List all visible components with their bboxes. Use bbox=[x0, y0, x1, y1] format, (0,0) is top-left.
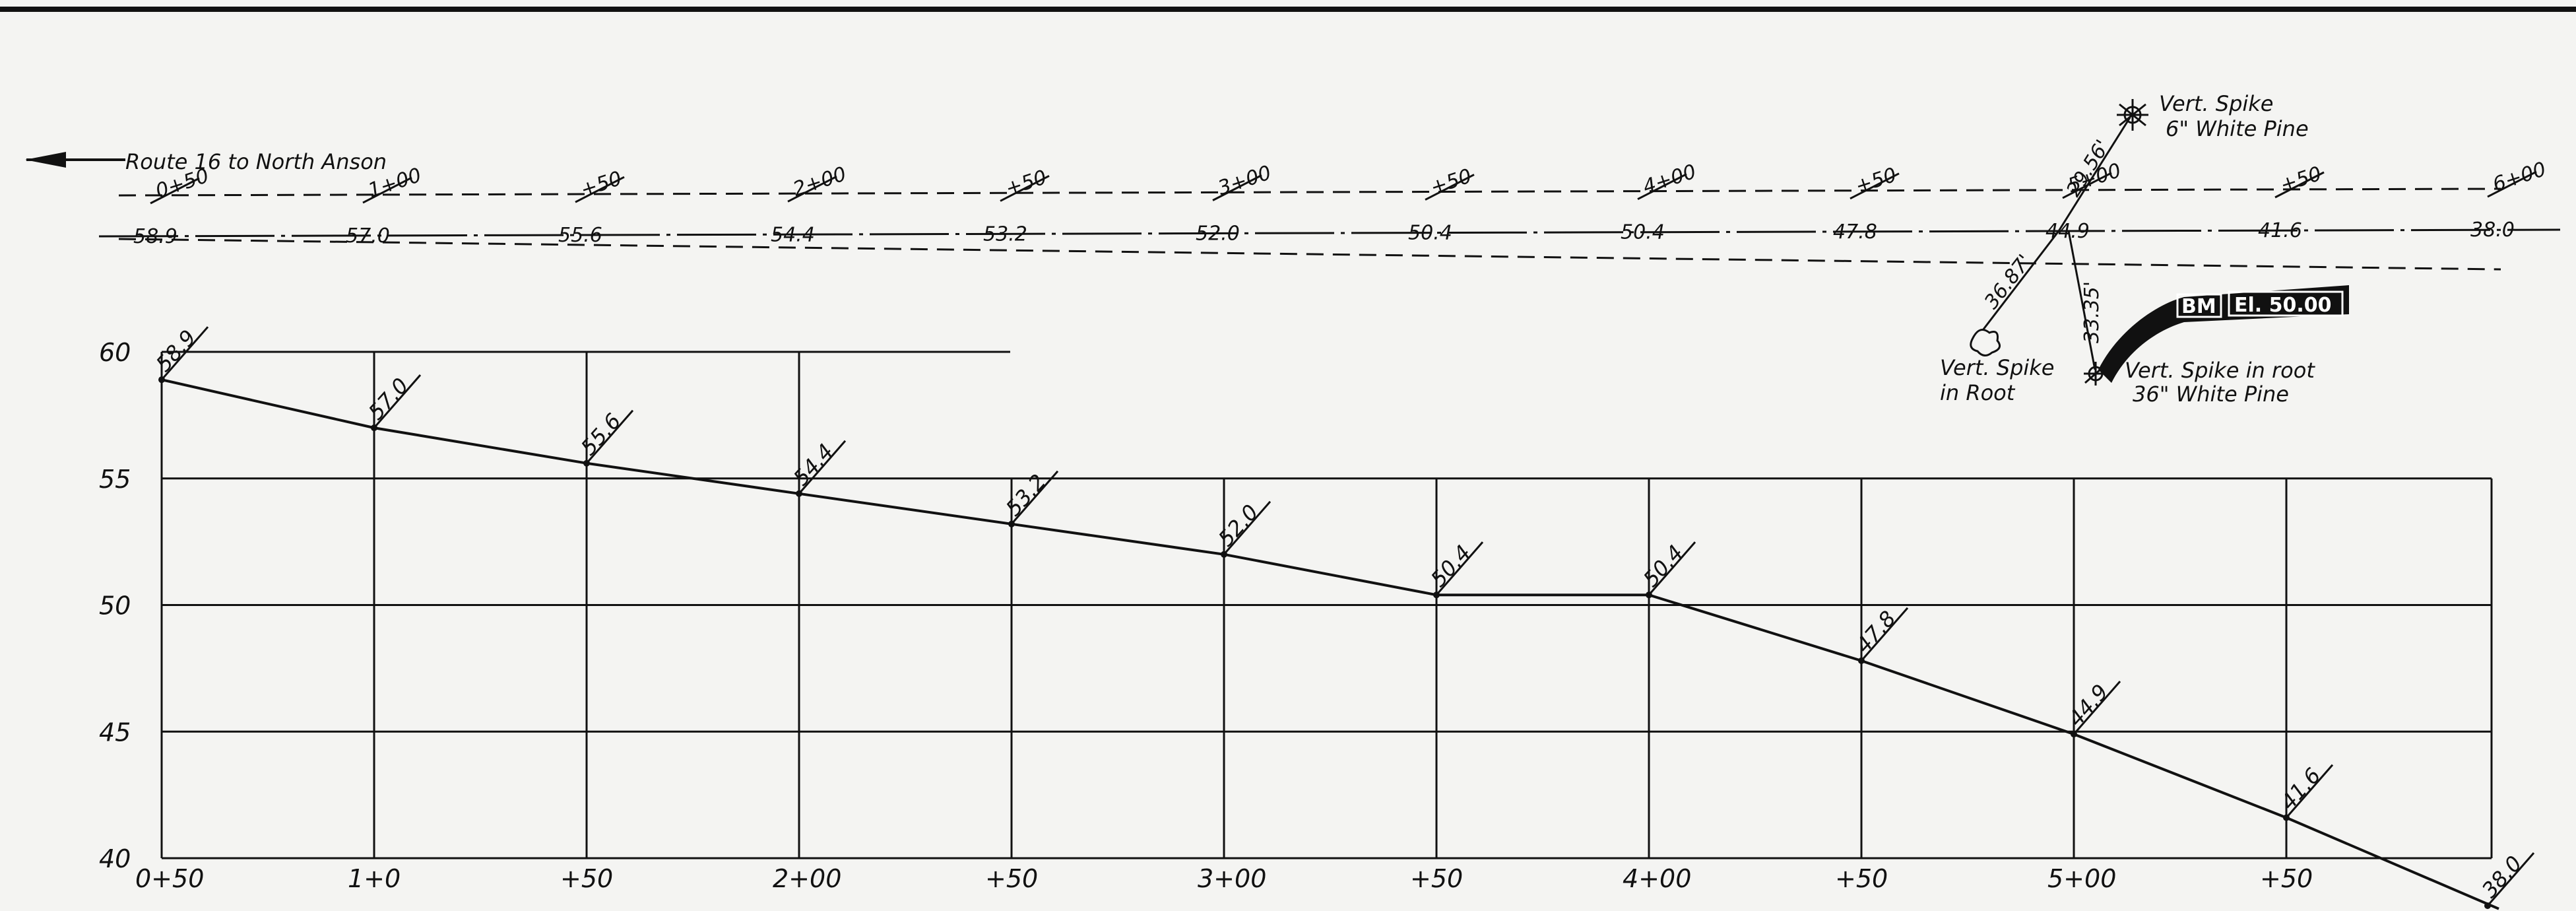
y-tick-label: 55 bbox=[99, 465, 131, 494]
station-tick bbox=[362, 176, 412, 204]
ground-profile-line bbox=[161, 378, 2499, 910]
tie-distance-2: 36.87' bbox=[1980, 250, 2037, 314]
station-tick bbox=[575, 176, 625, 203]
plan-station-label: 2+00 bbox=[790, 162, 849, 201]
tie-line-3 bbox=[2067, 230, 2096, 370]
x-tick-label: +50 bbox=[560, 864, 613, 893]
tie-note-3: 36" White Pine bbox=[2133, 382, 2289, 407]
point-label-leader bbox=[1860, 607, 1909, 661]
station-tick bbox=[2274, 171, 2325, 199]
route-arrow bbox=[25, 152, 125, 168]
road-edges bbox=[118, 187, 2501, 271]
plan-elevation-label: 41.6 bbox=[2258, 219, 2302, 242]
plan-elevation-label: 52.0 bbox=[1196, 222, 1240, 246]
tie-note-1: 6" White Pine bbox=[2166, 116, 2309, 141]
plan-elevation-label: 55.6 bbox=[558, 224, 602, 247]
ties bbox=[1981, 117, 2131, 370]
point-elevation-label: 52.0 bbox=[1213, 500, 1264, 551]
station-tick bbox=[150, 177, 200, 205]
point-label-leader bbox=[798, 440, 847, 494]
plan-station: +50 53.2 bbox=[983, 166, 1050, 246]
plan-elevation-label: 50.4 bbox=[1621, 221, 1665, 244]
station-tick bbox=[1000, 175, 1050, 202]
arrowhead-left-icon bbox=[25, 152, 66, 168]
station-tick bbox=[1850, 172, 1900, 200]
point-label-leader bbox=[160, 326, 209, 381]
y-tick-label: 60 bbox=[99, 338, 131, 367]
station-tick bbox=[1212, 174, 1262, 201]
y-tick-label: 50 bbox=[99, 591, 131, 621]
point-elevation-label: 50.4 bbox=[1426, 540, 1476, 591]
point-elevation-label: 44.9 bbox=[2063, 679, 2113, 731]
x-tick-label: 1+0 bbox=[348, 864, 401, 893]
point-elevation-label: 53.2 bbox=[1001, 469, 1051, 521]
y-tick-label: 40 bbox=[99, 844, 131, 873]
point-elevation-label: 47.8 bbox=[1851, 606, 1901, 658]
x-tick-label: 3+00 bbox=[1198, 864, 1266, 893]
plan-elevation-label: 47.8 bbox=[1833, 220, 1877, 244]
plan-station-label: 4+00 bbox=[1640, 160, 1699, 199]
station-tick bbox=[1425, 174, 1475, 201]
point-label-leader bbox=[2285, 764, 2334, 819]
point-elevation-label: 50.4 bbox=[1638, 540, 1689, 591]
x-tick-label: 5+00 bbox=[2047, 864, 2116, 893]
station-tick bbox=[1637, 173, 1687, 201]
plan-elevation-label: 50.4 bbox=[1408, 222, 1452, 245]
x-tick-label: +50 bbox=[985, 864, 1038, 893]
point-label-leader bbox=[1648, 541, 1696, 596]
point-elevation-label: 55.6 bbox=[576, 409, 626, 460]
benchmark-elevation: El. 50.00 bbox=[2234, 294, 2332, 317]
x-tick-label: 0+50 bbox=[135, 864, 204, 893]
tie-line-1 bbox=[2057, 117, 2131, 232]
plan-station: +50 41.6 bbox=[2258, 162, 2325, 242]
benchmark-tag: BM bbox=[2181, 295, 2216, 318]
point-label-leader bbox=[585, 409, 634, 464]
tie-note-2: in Root bbox=[1940, 380, 2016, 405]
point-label-leader bbox=[1010, 470, 1059, 525]
x-tick-label: +50 bbox=[2260, 864, 2313, 893]
tie-note-2: Vert. Spike bbox=[1940, 355, 2054, 380]
plan-station-label: +50 bbox=[2278, 162, 2325, 197]
point-elevation-label: 57.0 bbox=[364, 373, 414, 424]
x-tick-label: 4+00 bbox=[1623, 864, 1691, 893]
plan-station-label: +50 bbox=[1003, 166, 1050, 201]
plan-station-label: +50 bbox=[1428, 164, 1475, 199]
point-elevation-label: 54.4 bbox=[789, 439, 839, 490]
tree-symbol-icon bbox=[2117, 99, 2148, 131]
point-elevation-label: 41.6 bbox=[2276, 763, 2326, 815]
plan-elevation-label: 38.0 bbox=[2470, 219, 2515, 242]
station-tick bbox=[2487, 170, 2537, 198]
plan-station-label: +50 bbox=[578, 167, 625, 202]
point-label-leader bbox=[2073, 681, 2121, 735]
y-tick-label: 45 bbox=[99, 718, 131, 747]
point-elevation-label: 58.9 bbox=[151, 325, 201, 376]
tie-note-1: Vert. Spike bbox=[2159, 91, 2273, 116]
benchmark-badge: BM El. 50.00 bbox=[2098, 285, 2349, 383]
station-tick bbox=[787, 175, 837, 203]
x-tick-label: +50 bbox=[1835, 864, 1888, 893]
plan-elevation-label: 57.0 bbox=[346, 224, 390, 248]
plan-station-label: 3+00 bbox=[1215, 161, 1274, 200]
tie-distance-3: 33.35' bbox=[2080, 281, 2104, 343]
point-label-leader bbox=[2486, 852, 2535, 906]
point-label-leader bbox=[1223, 500, 1272, 555]
point-label-leader bbox=[373, 374, 422, 429]
plan-station-label: 6+00 bbox=[2490, 158, 2549, 197]
route-note: Route 16 to North Anson bbox=[125, 149, 387, 174]
tie-line-2 bbox=[1981, 230, 2060, 331]
x-tick-label: +50 bbox=[1410, 864, 1463, 893]
plan-elevation-label: 58.9 bbox=[133, 225, 177, 248]
profile-chart: 60 55 50 45 400+50 1+0 +50 2+00 +50 3+00 +50 4+00 +5… bbox=[99, 325, 2535, 910]
plan-elevation-label: 54.4 bbox=[771, 223, 815, 246]
point-label-leader bbox=[1435, 541, 1484, 596]
road-centerline bbox=[98, 228, 2561, 238]
root-symbol-icon bbox=[1970, 329, 2001, 356]
plan-elevation-label: 53.2 bbox=[983, 222, 1027, 246]
tie-note-3: Vert. Spike in root bbox=[2125, 358, 2315, 383]
plan-station-label: +50 bbox=[1853, 164, 1900, 199]
plan-station: +50 55.6 bbox=[558, 167, 625, 247]
x-tick-label: 2+00 bbox=[773, 864, 841, 893]
